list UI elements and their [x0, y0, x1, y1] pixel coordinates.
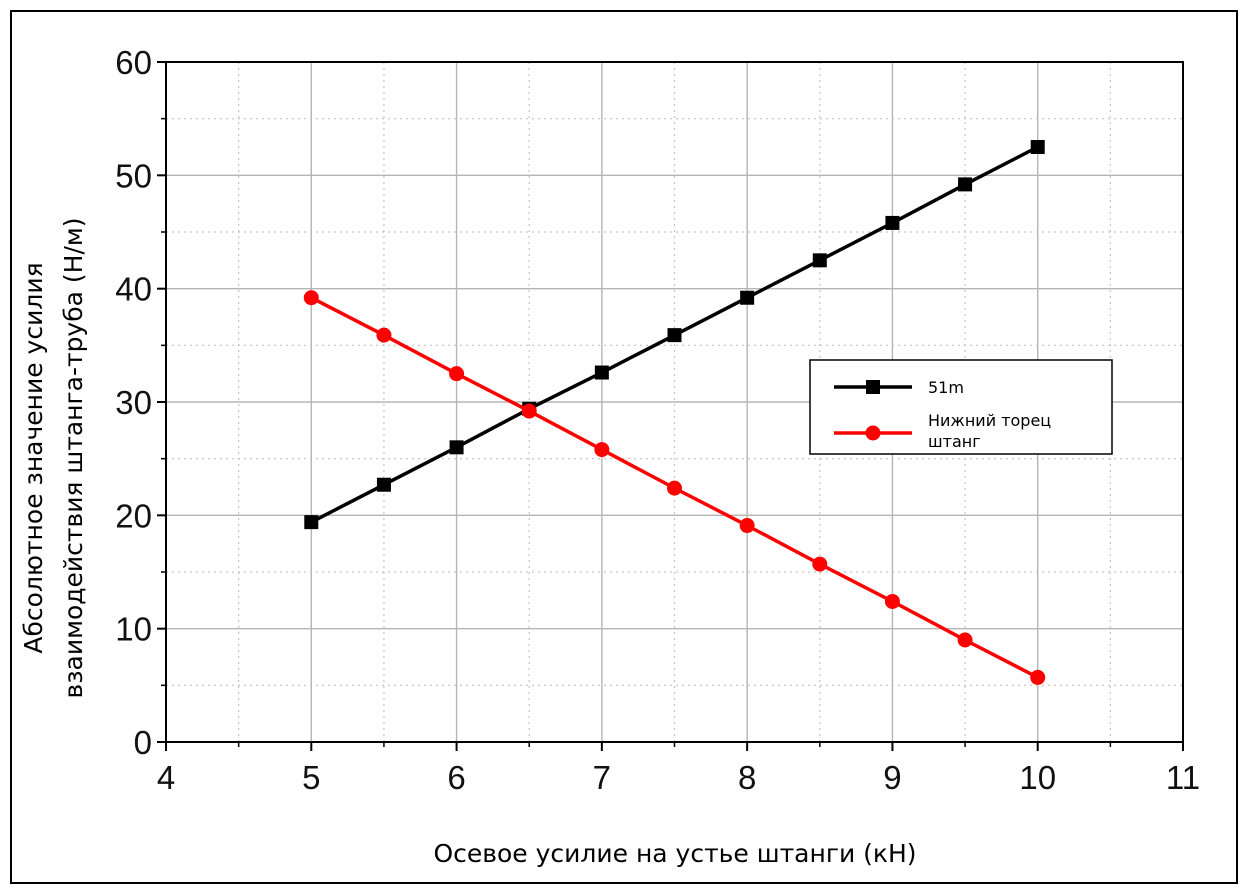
x-tick-label: 9	[883, 759, 901, 796]
data-point-series-1	[740, 290, 755, 305]
data-point-series-1	[376, 477, 391, 492]
y-tick-label: 10	[115, 611, 152, 648]
data-point-series-1	[594, 365, 609, 380]
x-tick-label: 5	[302, 759, 320, 796]
grid	[166, 62, 1183, 742]
legend-box	[809, 359, 1113, 455]
y-axis-title-line-2: взаимодействия штанга-труба (Н/м)	[59, 217, 88, 698]
x-tick-label: 4	[157, 759, 175, 796]
y-tick-label: 30	[115, 384, 152, 421]
data-point-series-2	[884, 593, 900, 609]
data-point-series-1	[885, 215, 900, 230]
data-point-series-2	[812, 556, 828, 572]
data-point-series-1	[958, 177, 973, 192]
y-tick-label: 0	[134, 724, 152, 761]
legend-label-series-1: 51m	[928, 378, 964, 397]
data-point-series-1	[1030, 140, 1045, 154]
data-point-series-2	[739, 518, 755, 534]
legend: 51m Нижний торец штанг	[809, 359, 1113, 455]
data-point-series-1	[304, 515, 319, 530]
y-tick-label: 20	[115, 497, 152, 534]
data-point-series-2	[449, 366, 465, 382]
legend-marker-series-2	[865, 425, 881, 441]
x-axis-title: Осевое усилие на устье штанги (кН)	[433, 839, 916, 868]
legend-marker-series-1	[866, 380, 880, 394]
y-axis-title-line-1: Абсолютное значение усилия	[19, 262, 48, 653]
x-tick-label: 6	[447, 759, 465, 796]
data-point-series-1	[449, 440, 464, 455]
legend-label-series-2-line-1: Нижний торец	[928, 411, 1051, 430]
data-point-series-2	[303, 290, 319, 306]
data-point-series-2	[667, 480, 682, 496]
x-tick-label: 10	[1019, 759, 1056, 796]
y-tick-label: 60	[115, 44, 152, 81]
data-point-series-2	[1030, 669, 1046, 685]
data-point-series-1	[667, 328, 682, 343]
x-tick-label: 7	[593, 759, 611, 796]
axes: 4 5 6 7 8 9 10 11 0 10 20 30 40 50 60	[115, 44, 1200, 796]
y-tick-label: 40	[115, 271, 152, 308]
data-point-series-2	[376, 327, 392, 343]
legend-label-series-2-line-2: штанг	[928, 432, 981, 451]
data-point-series-2	[521, 403, 537, 419]
data-point-series-2	[594, 442, 610, 458]
x-tick-label: 11	[1166, 759, 1200, 796]
series	[303, 140, 1046, 685]
y-tick-label: 50	[115, 157, 152, 194]
x-tick-label: 8	[738, 759, 756, 796]
data-point-series-2	[957, 632, 973, 648]
data-point-series-1	[812, 253, 827, 268]
